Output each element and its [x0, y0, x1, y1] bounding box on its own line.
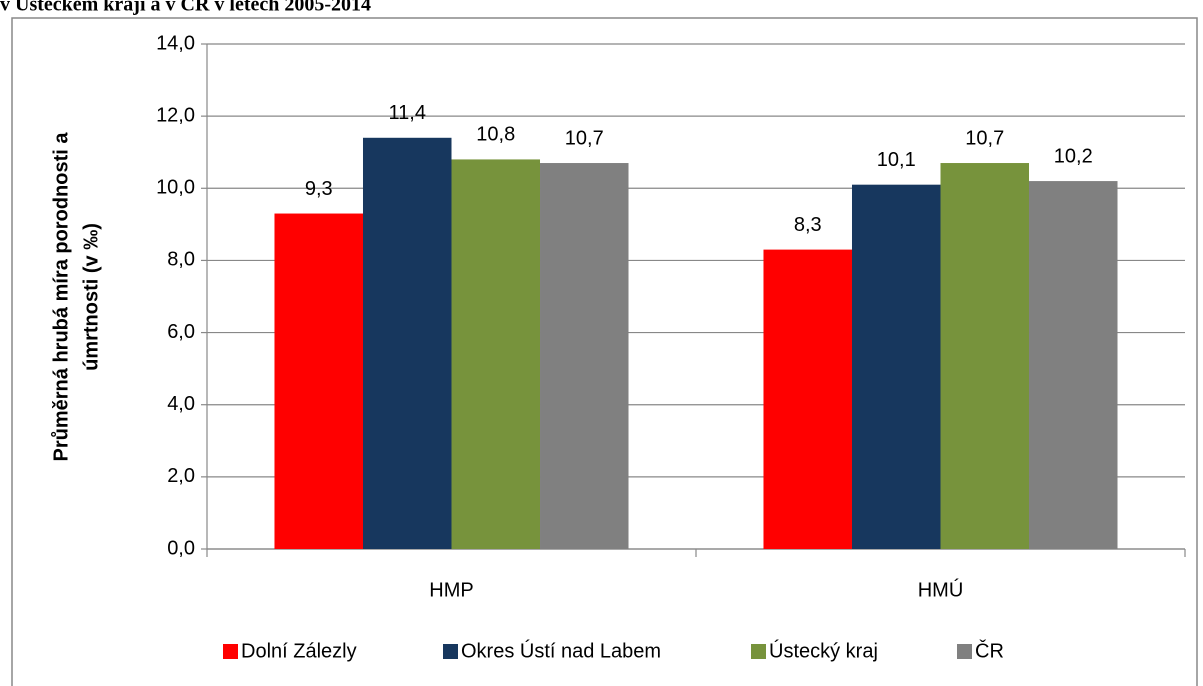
x-tick-label: HMP	[429, 579, 473, 601]
chart-title: v Ústeckém kraji a v ČR v letech 2005-20…	[0, 0, 371, 16]
y-tick-label: 6,0	[167, 321, 195, 343]
bar	[940, 163, 1030, 550]
data-label: 10,7	[965, 127, 1004, 149]
data-label: 10,1	[877, 149, 916, 171]
data-label: 10,2	[1054, 145, 1093, 167]
y-axis-title: Průměrná hrubá míra porodnosti a úmrtnos…	[50, 132, 102, 462]
data-label: 9,3	[305, 178, 333, 200]
bar	[540, 163, 629, 550]
data-label: 11,4	[389, 102, 426, 124]
legend-label: Ústecký kraj	[769, 639, 878, 662]
data-label: 10,7	[565, 127, 604, 149]
y-tick-label: 12,0	[156, 104, 195, 126]
bar	[851, 184, 941, 549]
y-axis-title-line: Průměrná hrubá míra porodnosti a	[50, 132, 72, 462]
y-axis-title-line: úmrtnosti (v ‰)	[80, 223, 102, 371]
bar	[274, 213, 363, 550]
y-tick-label: 10,0	[156, 177, 195, 199]
y-tick-label: 2,0	[167, 465, 195, 487]
legend-swatch	[443, 644, 458, 659]
bar	[451, 159, 541, 549]
legend-label: ČR	[975, 639, 1004, 662]
y-tick-label: 4,0	[167, 393, 195, 415]
legend-swatch	[223, 644, 238, 659]
bar	[362, 137, 452, 550]
y-tick-label: 0,0	[167, 537, 195, 559]
data-label: 8,3	[794, 214, 822, 236]
legend-swatch	[957, 644, 972, 659]
y-tick-label: 8,0	[167, 249, 195, 271]
y-tick-label: 14,0	[156, 32, 195, 54]
x-tick-label: HMÚ	[918, 578, 964, 601]
bar	[763, 249, 852, 549]
legend-label: Dolní Zálezly	[241, 640, 357, 662]
bar	[1029, 181, 1118, 550]
legend-swatch	[751, 644, 766, 659]
data-label: 10,8	[476, 124, 515, 146]
legend-label: Okres Ústí nad Labem	[461, 639, 661, 662]
